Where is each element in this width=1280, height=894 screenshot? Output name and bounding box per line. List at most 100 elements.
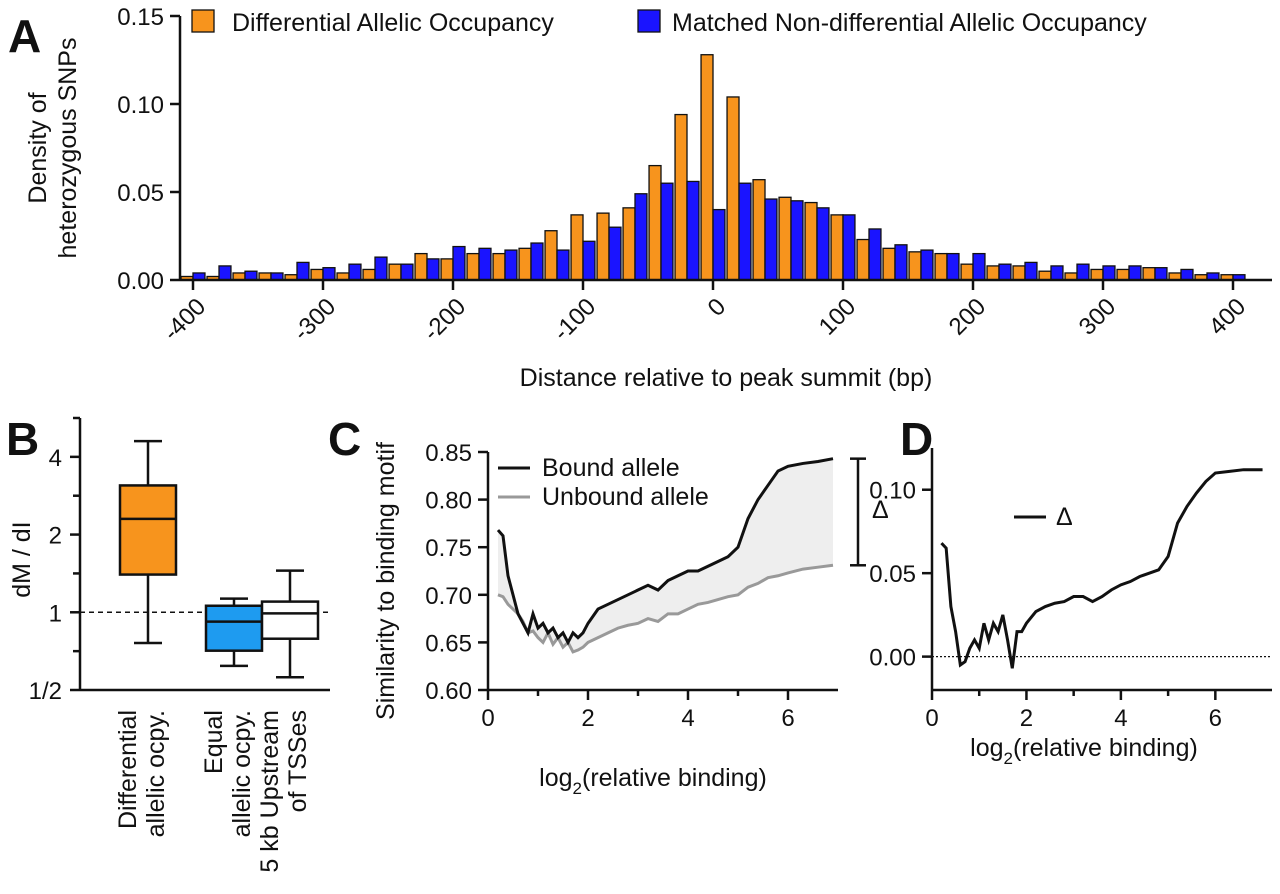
y-tick-label: 0.05	[869, 561, 916, 588]
box	[260, 600, 320, 640]
bar	[244, 270, 258, 281]
bar	[934, 252, 948, 281]
x-tick-label: 4	[1114, 705, 1127, 732]
y-tick-label: 0.60	[425, 678, 472, 705]
bar	[752, 179, 766, 281]
category-label: allelic ocpy.	[142, 710, 170, 837]
bar	[1128, 265, 1142, 281]
box	[118, 484, 178, 576]
x-tick-label: 400	[1204, 293, 1251, 340]
bar	[960, 263, 974, 281]
bar	[622, 207, 636, 281]
y-tick-label: 0.05	[117, 180, 164, 207]
bar	[440, 258, 454, 281]
bar	[712, 208, 726, 281]
series-line	[497, 563, 834, 654]
bar	[868, 228, 882, 281]
bar	[634, 193, 648, 281]
x-tick-label: 2	[581, 705, 594, 732]
bar	[218, 265, 232, 281]
bar	[700, 54, 714, 281]
legend-label: Differential Allelic Occupancy	[232, 9, 554, 37]
bar	[544, 230, 558, 281]
bar	[1142, 267, 1156, 281]
bar	[1076, 263, 1090, 281]
series-line	[496, 457, 834, 646]
y-tick-label: 0.80	[425, 488, 472, 515]
bar	[374, 256, 388, 281]
y-tick-label: 1	[49, 600, 62, 627]
bar	[830, 214, 844, 281]
bar	[492, 252, 506, 281]
panel-c: 0.60 0.65 0.70 0.75 0.80 0.85 0 2 4 6 Similarity t…	[372, 440, 889, 798]
bar	[660, 182, 674, 281]
bar	[596, 212, 610, 281]
x-tick-label: 2	[1020, 705, 1033, 732]
bar	[348, 263, 362, 281]
legend-label: Bound allele	[542, 454, 680, 482]
x-tick-label: 6	[781, 705, 794, 732]
y-tick-label: 0.70	[425, 583, 472, 610]
category-label: Equal	[200, 710, 228, 774]
bar	[1090, 268, 1104, 281]
bar	[674, 113, 688, 281]
bar	[726, 96, 740, 281]
y-tick-label: 4	[49, 445, 62, 472]
x-tick-label: 300	[1074, 293, 1121, 340]
series-line	[940, 468, 1263, 669]
bar	[608, 226, 622, 281]
bar	[1154, 267, 1168, 281]
x-tick-label: 0	[703, 293, 732, 322]
legend-label: Unbound allele	[542, 483, 709, 511]
x-tick-label: 200	[944, 293, 991, 340]
bar	[362, 268, 376, 281]
bar	[972, 252, 986, 281]
bar	[582, 240, 596, 281]
x-tick-label: 0	[481, 705, 494, 732]
bar	[1050, 265, 1064, 281]
y-tick-label: 0.00	[117, 268, 164, 295]
bar	[466, 252, 480, 281]
y-tick-label: 0.10	[869, 478, 916, 505]
bar	[426, 258, 440, 281]
x-tick-label: 0	[925, 705, 938, 732]
panel-a: 0.00 0.05 0.10 0.15 -400 -300 -200 -100 0 100 200 3…	[24, 4, 1272, 392]
bar	[908, 251, 922, 281]
legend: Differential Allelic Occupancy Matched No…	[191, 9, 1147, 37]
bar	[1038, 270, 1052, 281]
bar	[322, 267, 336, 281]
bar	[570, 214, 584, 281]
legend-swatch	[191, 9, 215, 33]
x-tick-label: -200	[418, 293, 471, 346]
x-tick-label: 4	[681, 705, 694, 732]
x-tick-label: 6	[1209, 705, 1222, 732]
bar	[648, 164, 662, 281]
y-tick-label: 0.65	[425, 630, 472, 657]
panel-letter-d: D	[900, 413, 933, 465]
bar	[842, 214, 856, 281]
bar	[296, 261, 310, 281]
y-tick-label: 1/2	[29, 678, 62, 705]
category-label: Differential	[114, 710, 142, 829]
panel-d: 0.00 0.05 0.10 0 2 4 6 log2(relative binding) Δ	[869, 448, 1272, 768]
bar	[790, 200, 804, 281]
y-axis-label: Density of	[24, 92, 52, 203]
bar	[504, 249, 518, 281]
legend-label: Δ	[1056, 503, 1073, 531]
panel-letter-a: A	[8, 10, 41, 62]
bar	[1116, 268, 1130, 281]
bar	[946, 252, 960, 281]
bar	[882, 247, 896, 281]
x-tick-label: -100	[548, 293, 601, 346]
bar	[856, 238, 870, 281]
delta-fill	[498, 458, 833, 652]
x-tick-label: -300	[288, 293, 341, 346]
y-axis-label: heterozygous SNPs	[54, 38, 82, 259]
y-axis-label: dM / dI	[8, 521, 36, 597]
bar	[452, 245, 466, 281]
category-label: allelic ocpy.	[228, 710, 256, 837]
bar	[518, 247, 532, 281]
